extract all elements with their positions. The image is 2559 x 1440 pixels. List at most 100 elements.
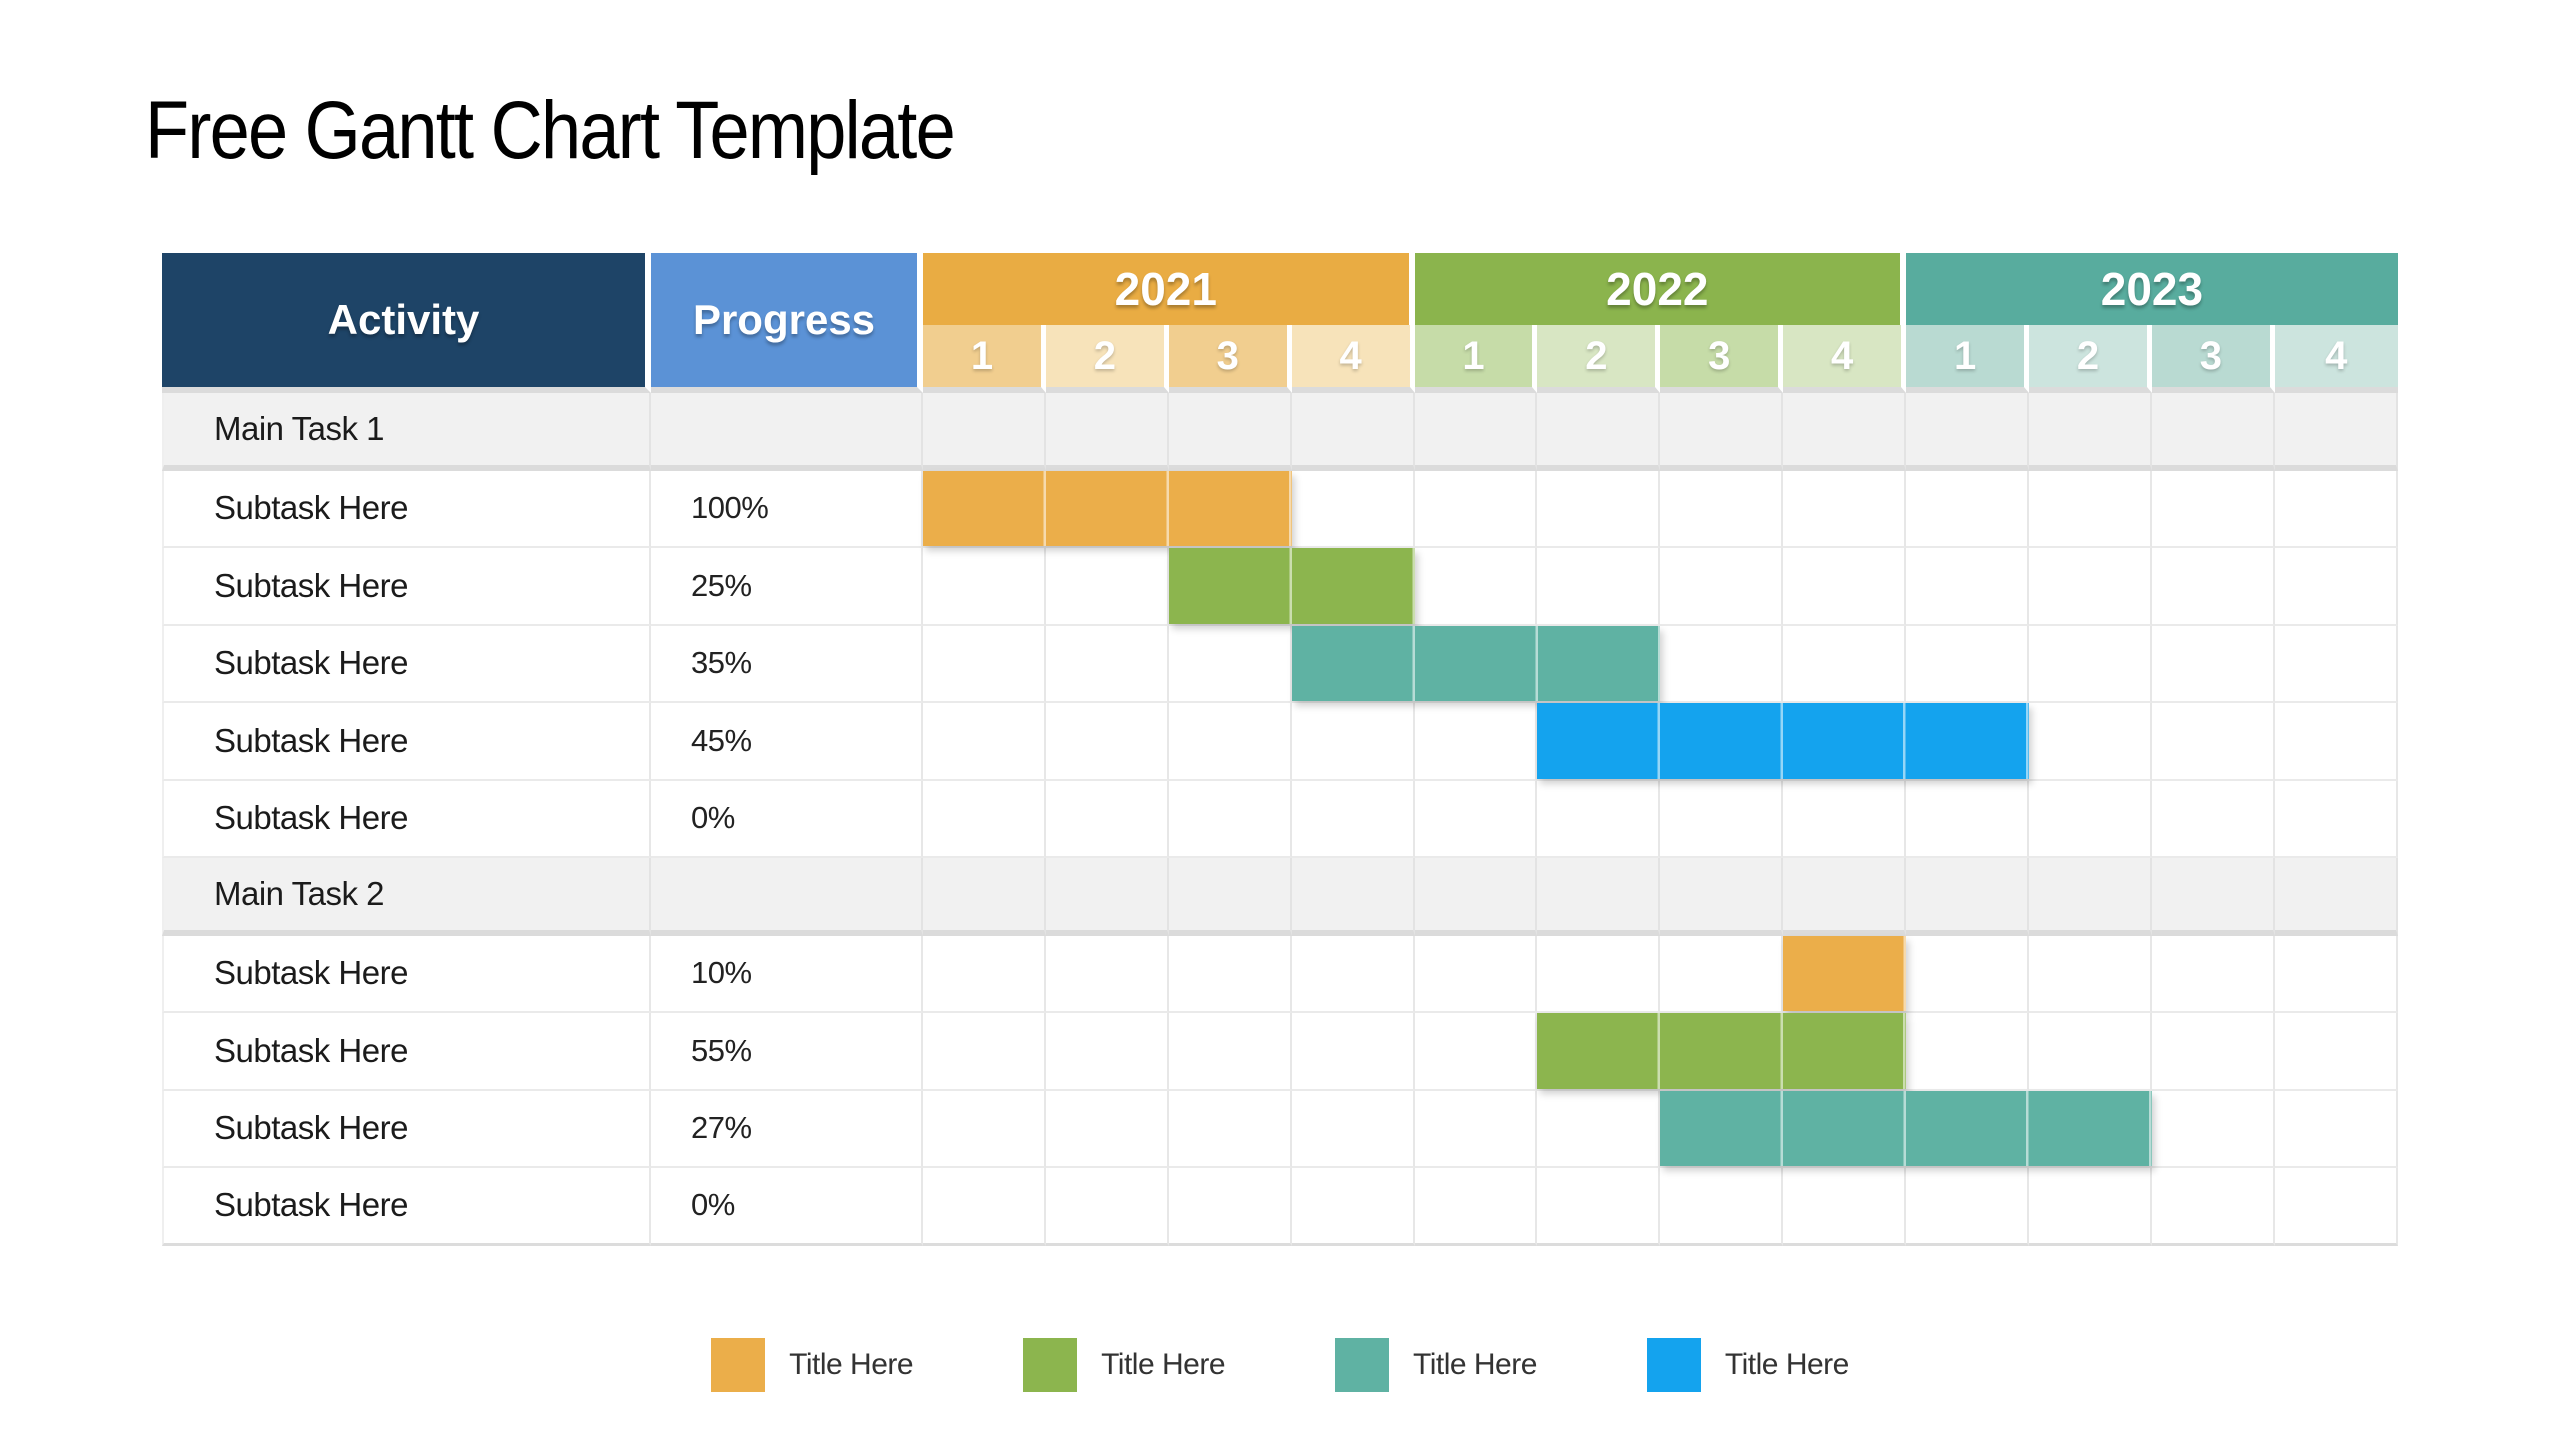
grid-cell — [1168, 625, 1292, 703]
task-row-label: Subtask Here — [162, 780, 651, 858]
grid-cell — [1168, 935, 1292, 1013]
grid-cell — [1660, 858, 1784, 936]
grid-cell — [1906, 1013, 2030, 1091]
grid-cell — [2274, 470, 2398, 548]
grid-cell — [1291, 1013, 1415, 1091]
grid-cell — [1168, 858, 1292, 936]
grid-cell — [923, 1090, 1046, 1168]
task-progress-value — [651, 858, 923, 936]
grid-cell — [2274, 1168, 2398, 1246]
grid-cell — [923, 935, 1046, 1013]
legend-entry: Title Here — [711, 1338, 914, 1392]
grid-cell — [2274, 935, 2398, 1013]
grid-cell — [2274, 1013, 2398, 1091]
legend-entry: Title Here — [1023, 1338, 1225, 1392]
grid-cell — [1906, 935, 2030, 1013]
grid-cell — [1414, 858, 1538, 936]
quarter-header-2022-q1: 1 — [1414, 325, 1538, 393]
task-row-label: Subtask Here — [162, 703, 651, 781]
grid-cell — [2151, 935, 2275, 1013]
grid-cell — [923, 393, 1046, 471]
grid-cell — [1660, 780, 1784, 858]
grid-cell — [1045, 703, 1169, 781]
grid-cell — [1291, 858, 1415, 936]
task-progress-value: 0% — [651, 780, 923, 858]
grid-cell — [923, 703, 1046, 781]
grid-cell — [2029, 470, 2152, 548]
task-progress-value: 25% — [651, 548, 923, 626]
grid-cell — [1783, 858, 1907, 936]
grid-cell — [923, 1168, 1046, 1246]
grid-cell — [1906, 625, 2030, 703]
grid-cell — [2151, 1168, 2275, 1246]
grid-cell — [1537, 1168, 1661, 1246]
grid-cell — [2029, 1168, 2152, 1246]
grid-cell — [1537, 1090, 1661, 1168]
grid-cell — [1783, 625, 1907, 703]
grid-cell — [2274, 393, 2398, 471]
grid-cell — [1783, 393, 1907, 471]
grid-cell — [1168, 1090, 1292, 1168]
grid-cell — [1537, 780, 1661, 858]
grid-cell — [1045, 935, 1169, 1013]
grid-cell — [923, 858, 1046, 936]
grid-cell — [1537, 858, 1661, 936]
grid-cell — [1291, 935, 1415, 1013]
task-progress-value — [651, 393, 923, 471]
grid-cell — [2151, 625, 2275, 703]
group-row-label: Main Task 1 — [162, 393, 651, 471]
grid-cell — [1660, 935, 1784, 1013]
grid-cell — [1783, 548, 1907, 626]
task-progress-value: 100% — [651, 470, 923, 548]
grid-cell — [2029, 1013, 2152, 1091]
legend-swatch-teal — [1335, 1338, 1389, 1392]
grid-cell — [2151, 393, 2275, 471]
grid-cell — [1414, 548, 1538, 626]
grid-cell — [1045, 780, 1169, 858]
grid-cell — [1291, 1090, 1415, 1168]
legend: Title Here Title Here Title Here Title Here — [162, 1338, 2398, 1392]
quarter-header-2023-q1: 1 — [1906, 325, 2030, 393]
task-progress-value: 55% — [651, 1013, 923, 1091]
grid-cell — [2151, 1090, 2275, 1168]
grid-cell — [1414, 703, 1538, 781]
year-header-2022: 2022 — [1414, 253, 1907, 325]
grid-cell — [2151, 780, 2275, 858]
grid-cell — [1045, 393, 1169, 471]
grid-cell — [923, 1013, 1046, 1091]
quarter-header-2022-q3: 3 — [1660, 325, 1784, 393]
gantt-bar-teal — [1660, 1090, 2152, 1166]
legend-label: Title Here — [1724, 1348, 1849, 1381]
grid-cell — [1414, 780, 1538, 858]
grid-cell — [1291, 1168, 1415, 1246]
grid-cell — [1537, 470, 1661, 548]
task-row-label: Subtask Here — [162, 625, 651, 703]
grid-cell — [2274, 780, 2398, 858]
grid-cell — [1906, 548, 2030, 626]
quarter-header-2021-q3: 3 — [1168, 325, 1292, 393]
legend-swatch-blue — [1646, 1338, 1701, 1392]
task-row-label: Subtask Here — [162, 548, 651, 626]
grid-cell — [2274, 625, 2398, 703]
group-row-label: Main Task 2 — [162, 858, 651, 936]
task-row-label: Subtask Here — [162, 470, 651, 548]
grid-cell — [1168, 1013, 1292, 1091]
column-header-progress: Progress — [651, 253, 923, 393]
grid-cell — [1045, 1013, 1169, 1091]
gantt-bar-green — [1168, 548, 1415, 624]
grid-cell — [1783, 780, 1907, 858]
grid-cell — [1414, 470, 1538, 548]
grid-cell — [1291, 703, 1415, 781]
task-progress-value: 27% — [651, 1090, 923, 1168]
page-title: Free Gantt Chart Template — [145, 85, 956, 176]
grid-cell — [1045, 548, 1169, 626]
task-row-label: Subtask Here — [162, 1013, 651, 1091]
grid-cell — [1537, 393, 1661, 471]
quarter-header-2023-q2: 2 — [2029, 325, 2152, 393]
grid-cell — [1906, 470, 2030, 548]
legend-swatch-orange — [711, 1338, 766, 1392]
grid-cell — [2274, 858, 2398, 936]
grid-cell — [1906, 858, 2030, 936]
grid-cell — [1168, 1168, 1292, 1246]
